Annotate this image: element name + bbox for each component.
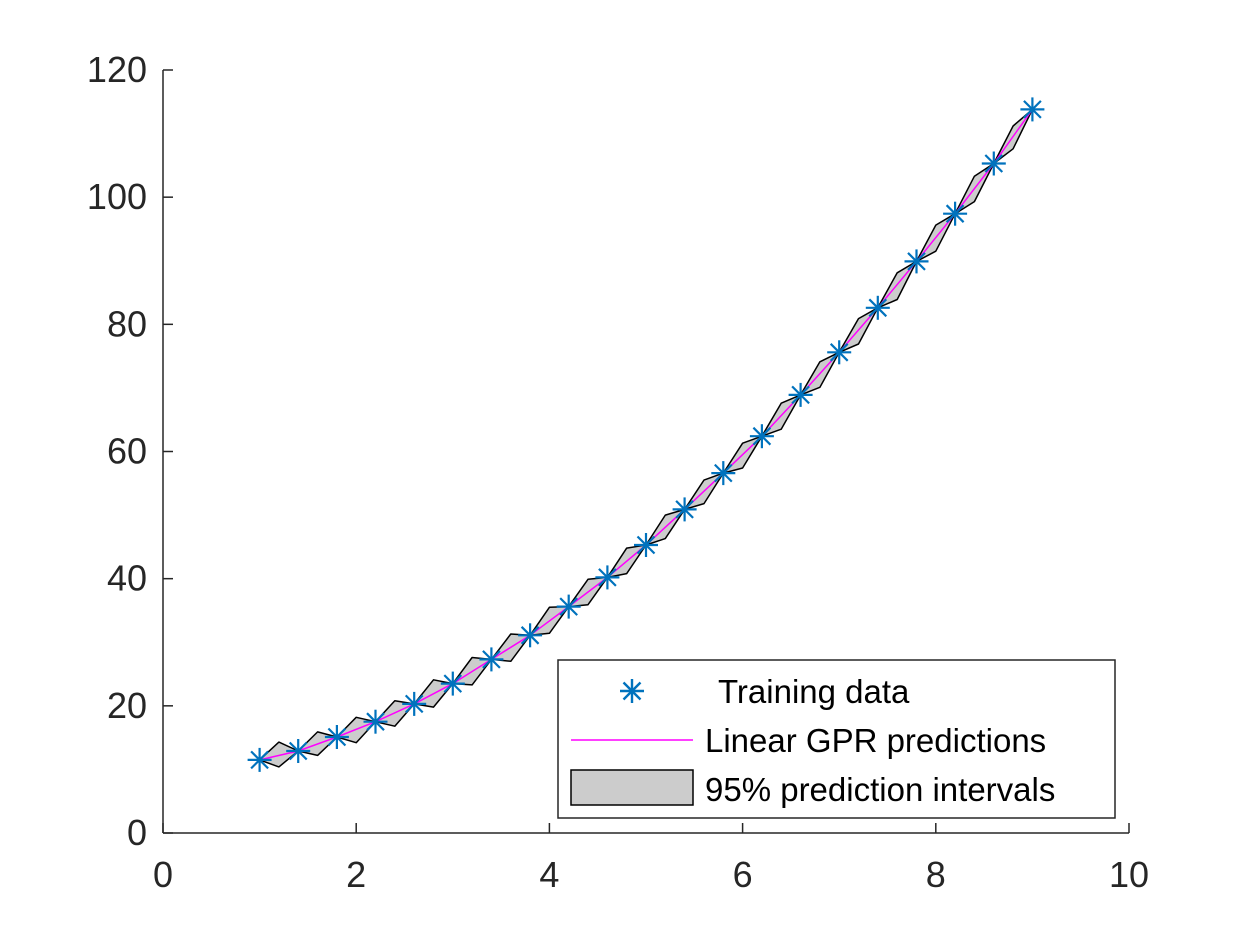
y-tick-label: 40	[107, 558, 147, 599]
legend-label-prediction-line: Linear GPR predictions	[705, 722, 1046, 759]
legend-label-training: Training data	[718, 673, 910, 710]
training-data-point	[981, 151, 1006, 176]
x-tick-label: 8	[926, 854, 946, 895]
training-data-point	[479, 647, 504, 672]
training-data-point	[518, 623, 543, 648]
training-data-point	[402, 691, 427, 716]
training-data-point	[711, 461, 736, 486]
training-data-point	[788, 382, 813, 407]
training-data-point	[634, 533, 658, 557]
x-tick-label: 10	[1109, 854, 1149, 895]
training-data-point	[827, 340, 852, 365]
y-tick-label: 60	[107, 431, 147, 472]
training-data-point	[904, 249, 929, 274]
training-data-point	[247, 747, 272, 772]
training-data-marker-layer	[247, 97, 1045, 772]
training-data-point	[440, 671, 465, 696]
training-data-point	[749, 424, 774, 449]
training-data-point	[363, 709, 388, 734]
training-data-point	[865, 295, 890, 320]
training-data-point	[1020, 97, 1045, 122]
legend-label-interval: 95% prediction intervals	[705, 771, 1055, 808]
x-tick-label: 0	[153, 854, 173, 895]
training-data-point	[672, 497, 697, 522]
x-tick-label: 2	[346, 854, 366, 895]
y-tick-label: 20	[107, 685, 147, 726]
legend-marker-training	[620, 679, 644, 703]
legend: Training data Linear GPR predictions 95%…	[557, 659, 1116, 819]
legend-swatch-interval	[570, 769, 694, 806]
training-data-point	[556, 594, 581, 619]
x-tick-label: 4	[539, 854, 559, 895]
y-tick-label: 80	[107, 303, 147, 344]
training-data-point	[286, 739, 311, 763]
x-tick-label: 6	[733, 854, 753, 895]
training-data-point	[943, 201, 968, 226]
y-tick-label: 120	[87, 49, 147, 90]
y-tick-label: 0	[127, 812, 147, 853]
training-data-point	[324, 725, 349, 749]
y-tick-label: 100	[87, 176, 147, 217]
training-data-point	[595, 565, 620, 590]
